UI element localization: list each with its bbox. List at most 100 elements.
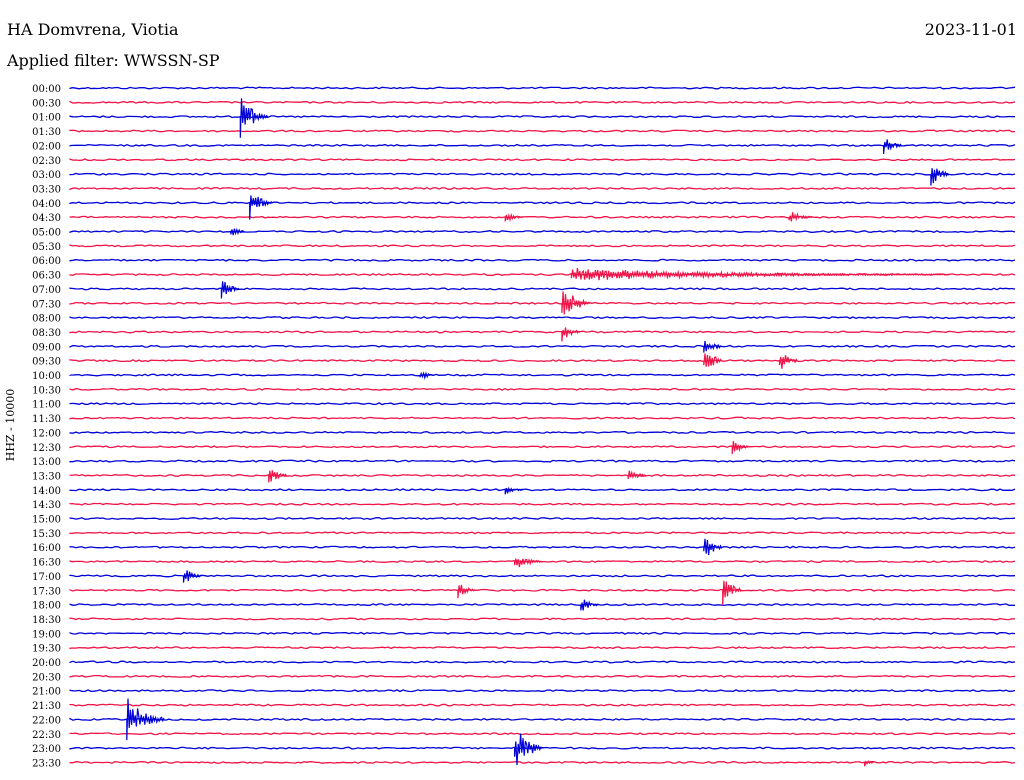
seismic-event	[580, 599, 600, 611]
seismic-trace	[69, 516, 1016, 521]
seismic-trace	[69, 230, 1016, 233]
seismic-event	[514, 558, 543, 568]
row-time-label: 22:00	[32, 715, 61, 726]
seismic-event	[778, 355, 799, 369]
row-time-label: 03:30	[32, 184, 61, 195]
row-time-label: 18:00	[32, 601, 61, 612]
seismic-trace	[69, 430, 1016, 434]
row-time-label: 16:30	[32, 558, 61, 569]
row-time-label: 23:00	[32, 744, 61, 755]
row-time-label: 04:00	[32, 199, 61, 210]
row-time-label: 20:30	[32, 672, 61, 683]
row-time-label: 12:00	[32, 428, 61, 439]
row-time-label: 19:30	[32, 644, 61, 655]
seismic-trace	[69, 674, 1016, 678]
seismic-event	[457, 584, 477, 599]
seismic-event	[883, 139, 903, 155]
seismic-event	[239, 98, 269, 138]
seismic-trace	[69, 545, 1016, 549]
row-time-label: 07:30	[32, 299, 61, 310]
seismic-trace	[69, 603, 1015, 607]
seismic-event	[722, 580, 742, 606]
seismic-event	[504, 486, 524, 495]
seismic-trace	[69, 115, 1016, 119]
seismic-event	[126, 698, 165, 741]
row-time-label: 06:30	[32, 271, 61, 282]
row-time-label: 09:00	[32, 342, 61, 353]
row-time-label: 21:30	[32, 701, 61, 712]
row-time-label: 03:00	[32, 170, 61, 181]
seismic-trace	[69, 660, 1016, 664]
row-time-label: 10:00	[32, 371, 61, 382]
seismic-trace	[69, 402, 1016, 406]
row-time-label: 14:00	[32, 486, 61, 497]
seismic-trace	[69, 387, 1015, 391]
row-time-label: 17:00	[32, 572, 61, 583]
seismic-trace	[69, 560, 1016, 564]
seismic-trace	[69, 574, 1016, 578]
seismic-event	[570, 267, 950, 281]
seismic-trace	[69, 373, 1016, 377]
seismic-trace	[69, 215, 1016, 219]
seismic-event	[182, 570, 202, 583]
seismic-trace	[69, 703, 1016, 707]
seismic-trace	[69, 172, 1016, 176]
row-time-label: 10:30	[32, 385, 61, 396]
seismic-event	[230, 227, 245, 236]
seismic-trace	[69, 316, 1016, 320]
seismic-trace	[69, 617, 1016, 621]
row-time-label: 12:30	[32, 443, 61, 454]
row-time-label: 07:00	[32, 285, 61, 296]
seismic-trace	[69, 732, 1015, 736]
seismic-trace	[69, 502, 1016, 506]
row-time-label: 16:00	[32, 543, 61, 554]
row-time-label: 01:30	[32, 127, 61, 138]
row-time-label: 22:30	[32, 730, 61, 741]
seismic-trace	[69, 416, 1016, 420]
seismic-event	[703, 538, 723, 556]
row-time-label: 09:30	[32, 357, 61, 368]
seismic-event	[930, 168, 950, 186]
station-title: HA Domvrena, Viotia	[7, 20, 179, 39]
seismic-trace	[69, 186, 1016, 191]
seismic-trace	[69, 359, 1016, 363]
row-time-label: 00:00	[32, 84, 61, 95]
seismic-trace	[69, 330, 1016, 334]
row-time-label: 13:30	[32, 471, 61, 482]
seismic-event	[627, 470, 647, 480]
row-time-label: 11:30	[32, 414, 61, 425]
row-time-label: 15:00	[32, 515, 61, 526]
seismic-event	[220, 281, 240, 299]
seismic-trace	[69, 588, 1016, 592]
row-time-label: 01:00	[32, 113, 61, 124]
row-time-label: 05:00	[32, 228, 61, 239]
seismic-trace	[69, 717, 1016, 721]
seismic-trace	[69, 474, 1016, 477]
seismic-event	[703, 353, 723, 367]
seismic-event	[561, 291, 590, 315]
seismic-event	[268, 470, 288, 483]
seismic-trace	[69, 445, 1016, 449]
row-time-label: 06:00	[32, 256, 61, 267]
filter-label: Applied filter: WWSSN-SP	[7, 51, 220, 70]
seismic-trace	[69, 100, 1016, 104]
row-time-label: 21:00	[32, 687, 61, 698]
seismic-trace	[69, 129, 1016, 133]
row-time-label: 00:30	[32, 98, 61, 109]
seismic-event	[731, 440, 751, 455]
row-time-label: 11:00	[32, 400, 61, 411]
seismic-event	[864, 759, 874, 767]
row-time-label: 18:30	[32, 615, 61, 626]
date-label: 2023-11-01	[924, 20, 1017, 39]
seismic-trace	[69, 244, 1016, 248]
seismic-trace	[69, 287, 1016, 291]
seismic-event	[249, 195, 273, 220]
seismic-event	[788, 212, 813, 222]
y-axis-label: HHZ - 10000	[4, 389, 17, 462]
seismic-trace	[69, 158, 1016, 162]
seismic-trace	[69, 201, 1016, 205]
seismic-trace	[69, 86, 1016, 90]
row-time-label: 15:30	[32, 529, 61, 540]
row-time-label: 02:30	[32, 156, 61, 167]
